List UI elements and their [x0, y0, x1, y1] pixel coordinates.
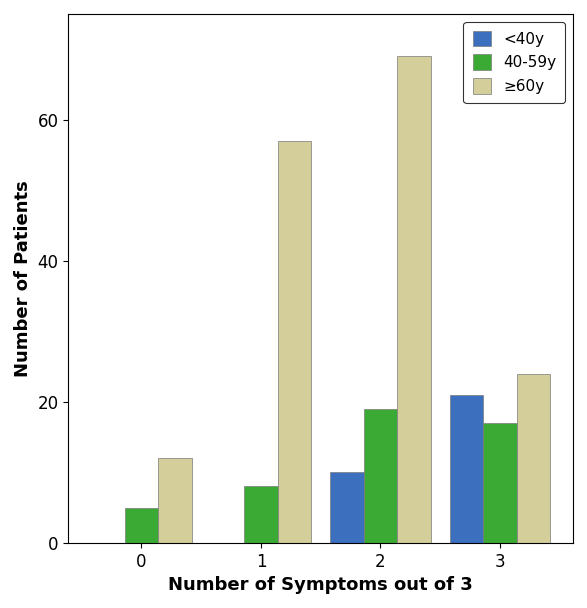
Bar	[364, 409, 397, 543]
Bar	[517, 373, 550, 543]
Bar	[278, 141, 311, 543]
Bar	[330, 472, 364, 543]
Legend: <40y, 40-59y, ≥60y: <40y, 40-59y, ≥60y	[464, 21, 565, 103]
Bar	[397, 56, 431, 543]
Bar	[244, 486, 278, 543]
Bar	[483, 423, 517, 543]
Bar	[124, 508, 158, 543]
Bar	[450, 395, 483, 543]
Bar	[158, 458, 191, 543]
Y-axis label: Number of Patients: Number of Patients	[14, 180, 32, 377]
X-axis label: Number of Symptoms out of 3: Number of Symptoms out of 3	[168, 576, 473, 594]
